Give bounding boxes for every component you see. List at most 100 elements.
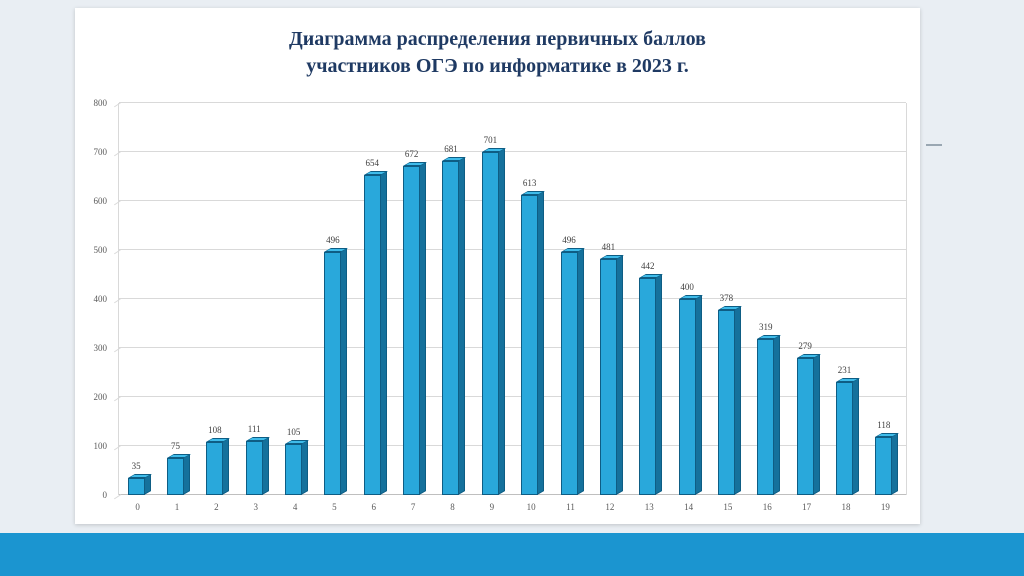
gridline (114, 298, 906, 304)
x-tick-label: 18 (841, 502, 851, 512)
bar: 701 (481, 135, 506, 495)
bar-front-face (127, 477, 145, 495)
gridline-depth-tick (114, 298, 122, 304)
gridline-depth-tick (114, 396, 122, 402)
x-tick-label: 1 (174, 502, 180, 512)
bar-value-label: 481 (601, 242, 616, 253)
gridline (114, 494, 906, 500)
chart: Диаграмма распределения первичных баллов… (75, 8, 920, 524)
chart-title-line2: участников ОГЭ по информатике в 2023 г. (306, 55, 689, 77)
x-tick-label: 4 (292, 502, 298, 512)
plot-area: 35 75 108 111 105 496 654 672 681 701 613 496 481 442… (114, 102, 907, 500)
bar: 481 (599, 242, 624, 495)
bar-side-face (222, 438, 230, 495)
bar-value-label: 75 (171, 441, 181, 452)
gridline (114, 347, 906, 353)
bar: 442 (639, 261, 664, 495)
bar-front-face (757, 338, 775, 495)
y-tick-label: 600 (93, 196, 108, 206)
bar-value-label: 108 (208, 425, 222, 436)
gridline (114, 151, 906, 157)
bar-front-face (206, 442, 224, 495)
bar-front-face (324, 251, 342, 495)
gridline (114, 200, 906, 206)
bar-side-face (301, 439, 309, 495)
bar-front-face (245, 440, 263, 495)
bar-side-face (773, 334, 781, 495)
x-tick-label: 5 (332, 502, 337, 512)
bar-front-face (285, 443, 303, 495)
bar: 496 (324, 235, 349, 495)
bar-side-face (340, 247, 348, 495)
y-tick-label: 100 (93, 441, 108, 451)
bar-value-label: 701 (483, 134, 498, 145)
bar-side-face (576, 247, 584, 495)
bar-front-face (403, 165, 421, 495)
bar: 75 (167, 441, 191, 495)
gridline-depth-tick (114, 200, 122, 206)
bar-front-face (442, 161, 460, 495)
bar-side-face (694, 294, 702, 495)
bar: 108 (206, 425, 231, 495)
gridline-depth-tick (114, 151, 122, 157)
gridline (114, 249, 906, 255)
bar-side-face (615, 255, 623, 495)
bar-value-label: 378 (719, 292, 734, 303)
x-tick-label: 8 (450, 502, 455, 512)
bar-value-label: 319 (759, 321, 773, 332)
bar-front-face (875, 437, 893, 495)
y-tick-label: 300 (93, 343, 108, 353)
y-tick-label: 500 (93, 245, 108, 255)
bar-side-face (537, 190, 545, 495)
x-tick-label: 14 (684, 502, 694, 512)
x-tick-label: 19 (880, 502, 890, 512)
gridline (114, 102, 906, 108)
bar-value-label: 118 (877, 420, 891, 431)
bar-front-face (639, 278, 657, 495)
bar-value-label: 681 (444, 144, 458, 155)
y-tick-label: 700 (93, 147, 108, 157)
bar-value-label: 672 (404, 148, 419, 159)
x-tick-label: 6 (371, 502, 377, 512)
bar: 654 (363, 158, 388, 495)
x-tick-label: 13 (644, 502, 654, 512)
bar-front-face (481, 151, 499, 495)
gridline-depth-tick (114, 445, 122, 451)
bar-value-label: 105 (286, 426, 301, 437)
bar-side-face (419, 161, 427, 495)
bar-front-face (363, 174, 381, 495)
y-tick-label: 400 (93, 294, 108, 304)
bar-side-face (261, 436, 269, 495)
bar: 400 (678, 282, 703, 495)
x-tick-label: 17 (802, 502, 812, 512)
bar: 279 (796, 341, 821, 495)
bar-value-label: 400 (680, 282, 694, 292)
bar: 378 (717, 293, 742, 495)
gridline (114, 445, 906, 451)
chart-title-line1: Диаграмма распределения первичных баллов (288, 28, 706, 50)
bar-value-label: 442 (640, 261, 655, 272)
bar: 613 (521, 178, 546, 495)
bar-side-face (497, 147, 505, 495)
bar-value-label: 654 (365, 157, 380, 168)
x-tick-label: 2 (214, 502, 219, 512)
bar-side-face (891, 433, 899, 495)
bar: 681 (442, 144, 467, 495)
bar-side-face (379, 170, 387, 495)
slide: Диаграмма распределения первичных баллов… (75, 8, 920, 524)
x-tick-label: 10 (526, 502, 536, 512)
x-tick-label: 3 (253, 502, 258, 512)
y-axis-labels: 0 100 200 300 400 500 600 700 800 (75, 98, 113, 500)
bottom-band (0, 533, 1024, 576)
bar-value-label: 111 (247, 423, 261, 434)
bar-side-face (812, 354, 820, 495)
bar: 231 (835, 365, 860, 495)
bar-side-face (655, 274, 663, 495)
bar-side-face (733, 305, 741, 495)
bar: 118 (875, 420, 900, 495)
bar-value-label: 496 (326, 234, 340, 245)
bar-front-face (796, 358, 814, 495)
bar-value-label: 496 (562, 234, 576, 245)
bar: 105 (285, 427, 309, 495)
bar-side-face (183, 454, 191, 495)
